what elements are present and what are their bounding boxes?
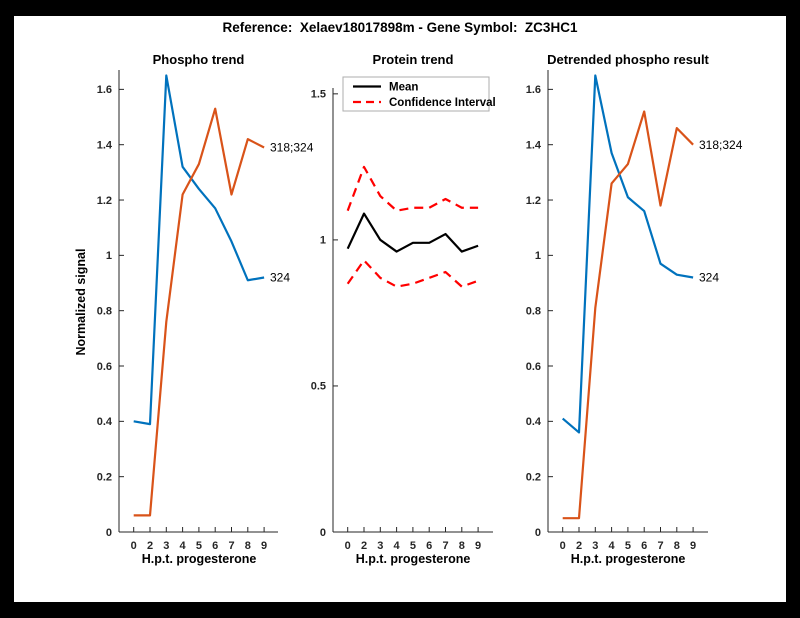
x-tick-label: 8: [245, 540, 251, 552]
y-tick-label: 0: [320, 527, 326, 539]
series-line-confidence-interval-upper: [346, 165, 479, 212]
series-end-label: 318;324: [699, 138, 743, 152]
x-tick-label: 2: [361, 540, 367, 552]
subplot-title-detrended-phospho-result: Detrended phospho result: [547, 52, 709, 67]
y-tick-label: 1.4: [97, 139, 113, 151]
y-tick-label: 1.6: [97, 84, 112, 96]
x-tick-label: 7: [442, 540, 448, 552]
series-line-324: [561, 74, 694, 434]
y-tick-label: 1.2: [526, 195, 541, 207]
x-tick-label: 3: [377, 540, 383, 552]
x-tick-label: 4: [180, 540, 187, 552]
figure-canvas: [14, 16, 786, 602]
x-tick-label: 6: [426, 540, 432, 552]
series-end-label: 318;324: [270, 141, 314, 155]
legend-box: [342, 76, 490, 112]
series-line-318-324: [133, 107, 265, 517]
x-tick-label: 2: [147, 540, 153, 552]
legend-label: Mean: [389, 82, 418, 94]
y-tick-label: 0.4: [526, 416, 542, 428]
x-tick-label: 5: [196, 540, 202, 552]
y-tick-label: 0: [535, 527, 541, 539]
series-line-confidence-interval-lower: [346, 259, 479, 288]
x-tick-label: 3: [592, 540, 598, 552]
y-tick-label: 0.8: [97, 305, 112, 317]
series-line-mean: [346, 212, 479, 253]
series-end-label: 324: [699, 271, 719, 285]
x-tick-label: 4: [394, 540, 401, 552]
subplot-title-phospho-trend: Phospho trend: [152, 52, 245, 67]
subplot-title-protein-trend: Protein trend: [372, 52, 454, 67]
y-tick-label: 1.4: [526, 139, 542, 151]
y-tick-label: 1: [320, 235, 326, 247]
x-tick-label: 0: [345, 540, 351, 552]
series-end-label: 324: [270, 271, 290, 285]
y-tick-label: 0.4: [97, 416, 113, 428]
series-line-324: [133, 74, 265, 426]
y-tick-label: 1.5: [311, 89, 326, 101]
x-tick-label: 7: [657, 540, 663, 552]
x-axis-label-plot3: H.p.t. progesterone: [570, 552, 686, 566]
x-tick-label: 9: [475, 540, 481, 552]
series-line-318-324: [562, 110, 694, 520]
y-tick-label: 0.2: [97, 471, 112, 483]
x-tick-label: 5: [410, 540, 416, 552]
y-tick-label: 0: [106, 527, 112, 539]
y-tick-label: 0.6: [526, 361, 541, 373]
x-tick-label: 9: [261, 540, 267, 552]
x-tick-label: 7: [228, 540, 234, 552]
x-tick-label: 2: [576, 540, 582, 552]
y-tick-label: 0.6: [97, 361, 112, 373]
legend-label: Confidence Interval: [389, 97, 496, 109]
x-tick-label: 9: [690, 540, 696, 552]
y-tick-label: 1: [535, 250, 541, 262]
figure-title: Reference: Xelaev18017898m - Gene Symbol…: [222, 20, 578, 35]
chart-0: 00.20.40.60.811.21.41.60 2 3 4 5 6 7 8 9324318;3…: [97, 70, 314, 552]
x-tick-label: 5: [625, 540, 631, 552]
x-tick-label: 6: [212, 540, 218, 552]
x-axis-label-plot1: H.p.t. progesterone: [141, 552, 257, 566]
y-tick-label: 0.8: [526, 305, 541, 317]
x-tick-label: 3: [163, 540, 169, 552]
y-tick-label: 1.2: [97, 195, 112, 207]
y-tick-label: 1.6: [526, 84, 541, 96]
x-axis-label-plot2: H.p.t. progesterone: [355, 552, 471, 566]
chart-2: 00.20.40.60.811.21.41.60 2 3 4 5 6 7 8 9324318;3…: [526, 70, 743, 552]
x-tick-label: 0: [131, 540, 137, 552]
x-tick-label: 6: [641, 540, 647, 552]
x-tick-label: 8: [459, 540, 465, 552]
y-tick-label: 0.5: [311, 381, 326, 393]
y-tick-label: 1: [106, 250, 112, 262]
x-tick-label: 4: [609, 540, 616, 552]
x-tick-label: 8: [674, 540, 680, 552]
x-tick-label: 0: [560, 540, 566, 552]
y-tick-label: 0.2: [526, 471, 541, 483]
